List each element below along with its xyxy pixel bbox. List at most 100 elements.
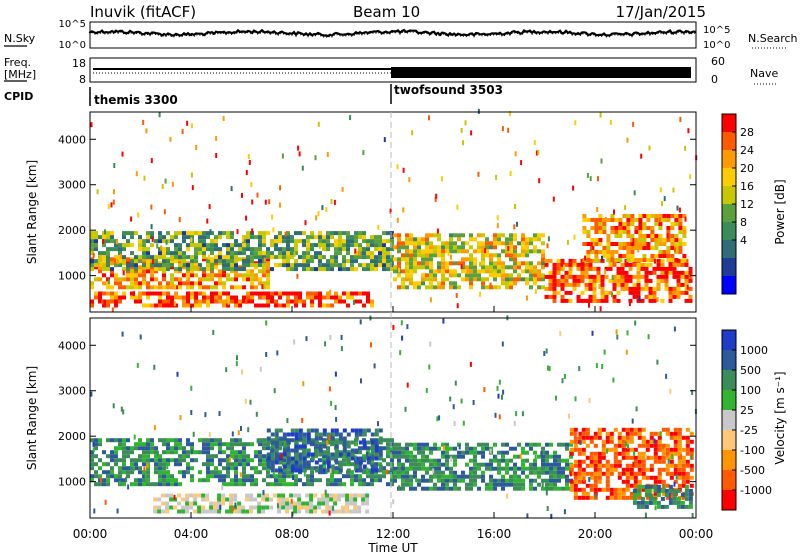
echo-cell: [334, 243, 338, 248]
echo-cell: [170, 295, 174, 300]
echo-cell: [170, 263, 174, 268]
echo-cell: [166, 247, 170, 252]
echo-cell: [689, 447, 694, 452]
echo-cell: [357, 493, 362, 498]
echo-cell: [122, 295, 126, 300]
echo-cell: [656, 500, 661, 505]
echo-cell: [617, 459, 622, 464]
echo-cell: [673, 467, 678, 472]
echo-cell: [689, 475, 694, 480]
echo-cell: [390, 259, 394, 264]
echo-cell: [413, 442, 417, 447]
echo-cell: [614, 258, 619, 262]
echo-cell: [666, 214, 671, 218]
echo-cell: [154, 446, 158, 451]
echo-cell: [362, 444, 367, 449]
echo-cell: [301, 165, 304, 171]
echo-cell: [569, 442, 573, 447]
echo-cell: [678, 218, 683, 222]
echo-cell: [670, 246, 675, 250]
echo-cell: [340, 334, 343, 340]
echo-cell: [456, 204, 459, 210]
echo-cell: [445, 462, 449, 467]
echo-cell: [688, 504, 693, 509]
echo-cell: [688, 286, 693, 291]
echo-cell: [450, 456, 453, 462]
echo-cell: [417, 249, 421, 254]
echo-cell: [145, 128, 148, 134]
echo-cell: [302, 231, 306, 236]
echo-cell: [306, 239, 310, 244]
echo-cell: [386, 450, 390, 455]
echo-cell: [549, 466, 553, 471]
echo-cell: [417, 241, 421, 246]
echo-cell: [171, 181, 174, 187]
echo-cell: [293, 251, 296, 257]
echo-cell: [405, 257, 409, 262]
echo-cell: [481, 446, 485, 451]
echo-cell: [106, 251, 110, 256]
echo-cell: [222, 466, 226, 471]
echo-cell: [654, 246, 659, 250]
echo-cell: [497, 462, 501, 467]
echo-cell: [210, 458, 214, 463]
echo-cell: [286, 432, 291, 437]
echo-cell: [302, 303, 306, 308]
echo-cell: [218, 299, 222, 304]
echo-cell: [682, 258, 687, 262]
echo-cell: [405, 233, 409, 238]
echo-cell: [186, 454, 190, 459]
echo-cell: [242, 243, 246, 248]
echo-cell: [569, 471, 572, 477]
echo-cell: [302, 432, 307, 437]
echo-cell: [577, 487, 582, 492]
echo-cell: [493, 265, 497, 270]
echo-cell: [342, 239, 346, 244]
echo-cell: [473, 450, 477, 455]
echo-cell: [186, 269, 190, 274]
echo-cell: [442, 445, 445, 451]
echo-cell: [258, 263, 262, 268]
echo-cell: [222, 291, 226, 296]
echo-cell: [453, 285, 457, 290]
echo-cell: [146, 281, 150, 286]
echo-cell: [449, 396, 452, 402]
echo-cell: [270, 255, 274, 260]
echo-cell: [631, 418, 634, 424]
echo-cell: [354, 299, 358, 304]
echo-cell: [413, 265, 417, 270]
echo-cell: [505, 442, 509, 447]
echo-cell: [610, 218, 615, 222]
echo-cell: [90, 281, 94, 286]
echo-cell: [178, 217, 181, 223]
echo-cell: [194, 303, 198, 308]
echo-cell: [333, 501, 338, 506]
echo-cell: [294, 259, 298, 264]
colorbar-tick-label: 24: [740, 144, 754, 157]
echo-cell: [162, 273, 166, 278]
echo-cell: [632, 286, 637, 291]
echo-cell: [537, 285, 541, 290]
echo-cell: [473, 478, 477, 483]
echo-cell: [514, 151, 517, 157]
colorbar-segment: [722, 132, 736, 151]
echo-cell: [334, 432, 339, 437]
echo-cell: [166, 231, 170, 236]
echo-cell: [681, 435, 686, 440]
echo-cell: [588, 298, 593, 303]
echo-cell: [605, 463, 610, 468]
echo-cell: [573, 491, 578, 496]
echo-cell: [218, 474, 222, 479]
echo-cell: [154, 259, 158, 264]
echo-cell: [234, 243, 238, 248]
echo-cell: [245, 509, 250, 514]
echo-cell: [593, 467, 598, 472]
echo-cell: [630, 250, 635, 254]
echo-cell: [326, 259, 330, 264]
echo-cell: [262, 263, 266, 268]
echo-cell: [110, 450, 114, 455]
echo-cell: [230, 285, 234, 290]
echo-cell: [564, 262, 569, 267]
echo-cell: [525, 474, 529, 479]
